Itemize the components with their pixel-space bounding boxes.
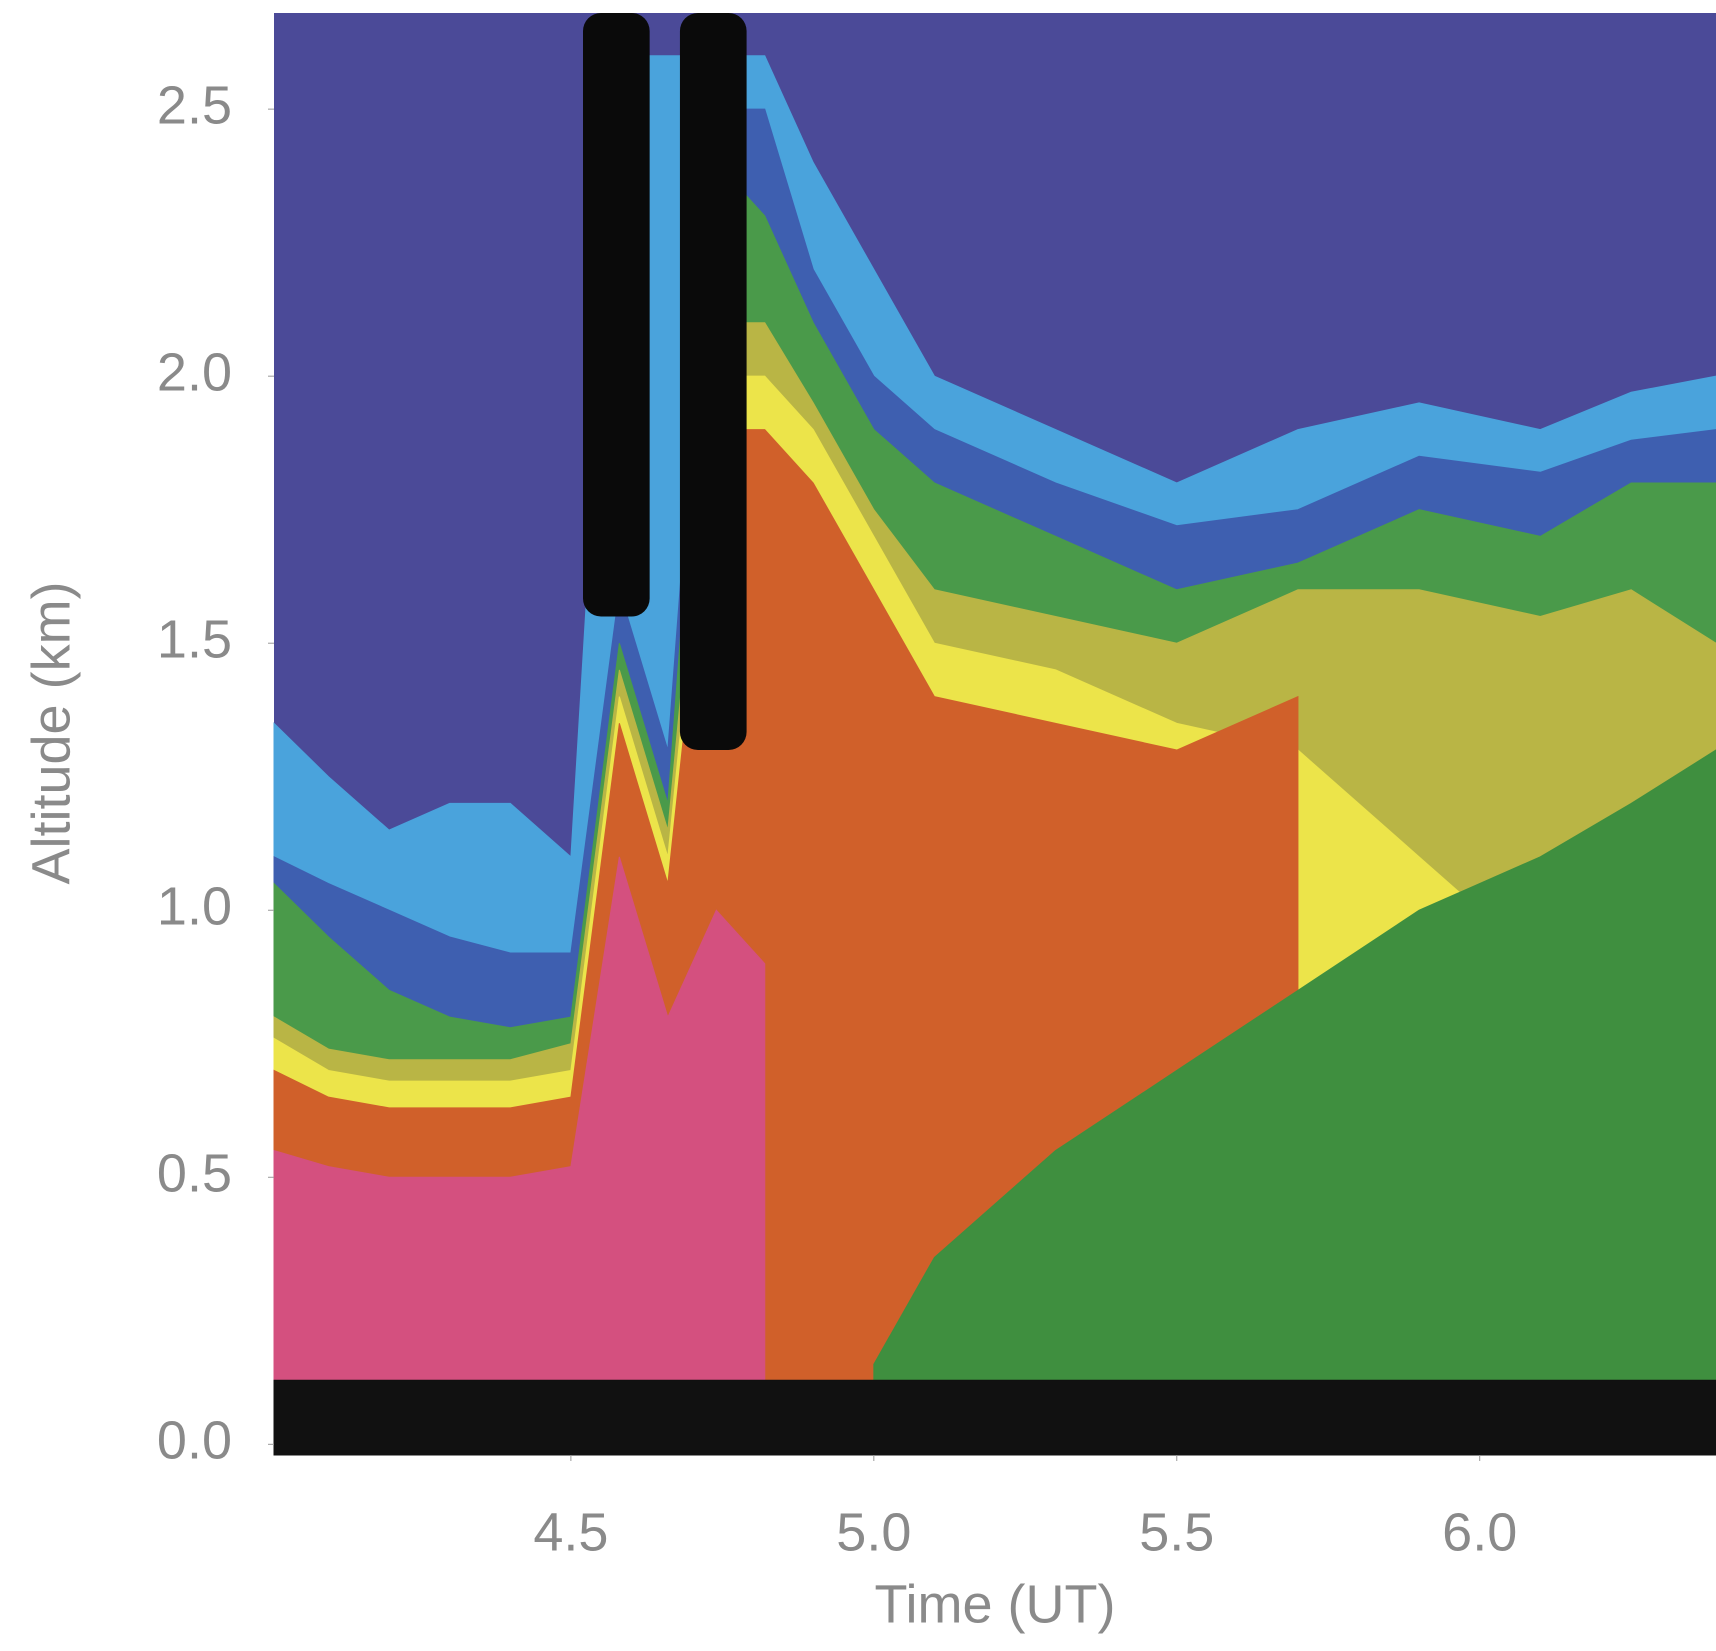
- area-band: [273, 856, 766, 1456]
- y-tick-label: 2.5: [157, 75, 232, 135]
- x-tick-label: 5.5: [1139, 1502, 1214, 1562]
- cloud: [679, 13, 747, 751]
- y-tick-label: 1.5: [157, 609, 232, 669]
- cloud: [583, 13, 650, 617]
- y-tick-label: 0.0: [157, 1411, 232, 1471]
- x-tick-label: 4.5: [533, 1502, 608, 1562]
- y-tick-label: 0.5: [157, 1144, 232, 1204]
- plot-area: [273, 13, 1716, 1456]
- y-tick-label: 2.0: [157, 342, 232, 402]
- area-band: [273, 1379, 1716, 1456]
- x-tick-label: 5.0: [836, 1502, 911, 1562]
- x-tick-label: 6.0: [1442, 1502, 1517, 1562]
- y-axis-title: Altitude (km): [21, 581, 81, 884]
- y-tick-label: 1.0: [157, 877, 232, 937]
- area-band: [873, 749, 1716, 1456]
- x-axis-title: Time (UT): [875, 1574, 1116, 1634]
